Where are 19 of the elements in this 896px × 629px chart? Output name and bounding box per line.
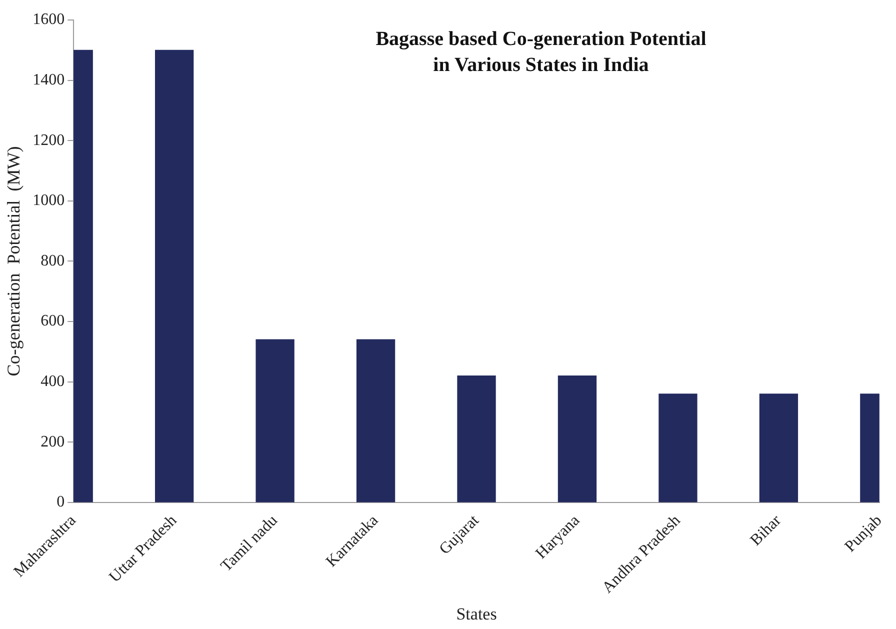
bar [256, 339, 294, 502]
y-tick-label: 800 [40, 252, 65, 270]
bar [759, 394, 798, 502]
bar [558, 375, 597, 502]
text: Bagasse based Co-generation Potential in Various States in India [376, 28, 707, 76]
y-axis-title: Co-generation Potential (MW) [4, 146, 24, 376]
bar [457, 375, 496, 502]
y-tick-label: 1400 [32, 72, 65, 89]
y-tick-label: 400 [40, 373, 65, 390]
bar [356, 339, 396, 502]
y-tick-label: 200 [40, 433, 65, 450]
y-tick-label: 1200 [32, 132, 65, 149]
x-axis-title: States [456, 604, 497, 624]
y-tick-label: 600 [40, 312, 65, 330]
y-tick-label: 1000 [32, 192, 65, 210]
bar [658, 394, 698, 502]
bar [155, 50, 194, 502]
y-tick-label: 1600 [32, 11, 65, 28]
y-tick-label: 0 [56, 494, 65, 511]
